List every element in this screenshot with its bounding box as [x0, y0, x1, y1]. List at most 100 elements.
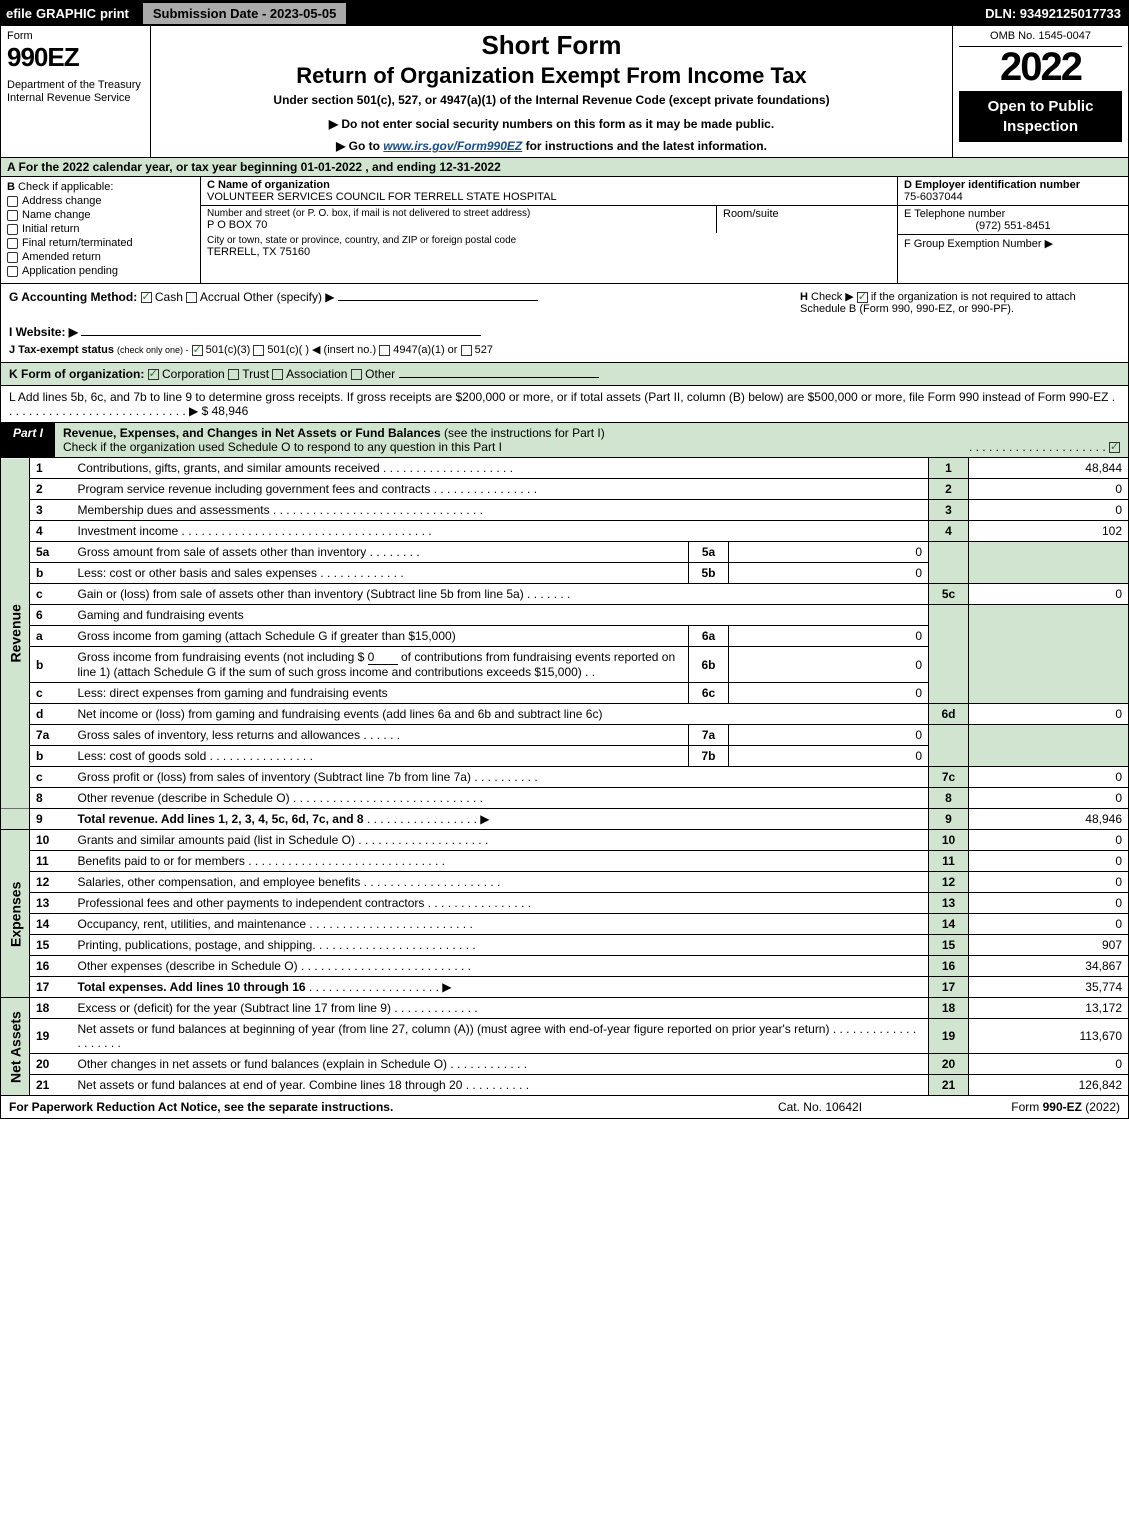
line-desc: Contributions, gifts, grants, and simila…: [72, 458, 929, 479]
inner-num: 5b: [689, 563, 729, 584]
checkbox-h-icon[interactable]: [857, 292, 868, 303]
table-row: 13 Professional fees and other payments …: [1, 893, 1129, 914]
checkbox-assoc-icon[interactable]: [272, 369, 283, 380]
do-not-enter: ▶ Do not enter social security numbers o…: [159, 117, 944, 131]
top-bar: efile GRAPHIC print Submission Date - 20…: [0, 0, 1129, 26]
website-input[interactable]: [81, 335, 481, 336]
line-rval: 48,946: [969, 809, 1129, 830]
efile-label: efile GRAPHIC print: [0, 6, 135, 21]
line-desc: Gross amount from sale of assets other t…: [72, 542, 689, 563]
line-num: 1: [30, 458, 72, 479]
checkbox-icon[interactable]: [7, 210, 18, 221]
efile-text: efile: [6, 6, 32, 21]
table-row: 15 Printing, publications, postage, and …: [1, 935, 1129, 956]
section-d-e-f: D Employer identification number 75-6037…: [898, 177, 1128, 283]
checkbox-schedule-o-icon[interactable]: [1109, 442, 1120, 453]
k-other-input[interactable]: [399, 377, 599, 378]
form-number: 990EZ: [7, 42, 144, 73]
checkbox-icon[interactable]: [7, 238, 18, 249]
inner-val: 0: [729, 626, 929, 647]
line-text: Net assets or fund balances at beginning…: [78, 1022, 830, 1036]
b-label: B Check if applicable:: [7, 181, 194, 193]
lines-g-h-i-j: G Accounting Method: Cash Accrual Other …: [0, 284, 1129, 363]
line-desc: Less: direct expenses from gaming and fu…: [72, 683, 689, 704]
section-b-c-d-e-f: B Check if applicable: Address change Na…: [0, 177, 1129, 284]
table-row: 3 Membership dues and assessments . . . …: [1, 500, 1129, 521]
phone-value: (972) 551-8451: [904, 220, 1122, 232]
line-num: 7a: [30, 725, 72, 746]
inner-num: 6b: [689, 647, 729, 683]
checkbox-cash-icon[interactable]: [141, 292, 152, 303]
line-text: Excess or (deficit) for the year (Subtra…: [78, 1001, 391, 1015]
table-row: 16 Other expenses (describe in Schedule …: [1, 956, 1129, 977]
line-text: Printing, publications, postage, and shi…: [78, 938, 316, 952]
line-num: 2: [30, 479, 72, 500]
g-other-input[interactable]: [338, 300, 538, 301]
address-value: P O BOX 70: [207, 219, 710, 231]
line-num: 14: [30, 914, 72, 935]
open-to-public: Open to Public Inspection: [959, 91, 1122, 142]
city-block: City or town, state or province, country…: [201, 233, 897, 260]
table-row: 4 Investment income . . . . . . . . . . …: [1, 521, 1129, 542]
chk-initial-return: Initial return: [7, 223, 194, 235]
checkbox-accrual-icon[interactable]: [186, 292, 197, 303]
line-desc: Gross income from fundraising events (no…: [72, 647, 689, 683]
table-row: 7a Gross sales of inventory, less return…: [1, 725, 1129, 746]
chk-final-return: Final return/terminated: [7, 237, 194, 249]
shade-cell: [929, 725, 969, 767]
checkbox-501c-icon[interactable]: [253, 345, 264, 356]
line-num: c: [30, 584, 72, 605]
checkbox-icon[interactable]: [7, 252, 18, 263]
k-label: K Form of organization:: [9, 367, 144, 381]
part-1-title: Revenue, Expenses, and Changes in Net As…: [63, 426, 441, 440]
line-desc: Other expenses (describe in Schedule O) …: [72, 956, 929, 977]
part-1-check: Check if the organization used Schedule …: [63, 440, 502, 454]
part-1-paren: (see the instructions for Part I): [444, 426, 605, 440]
checkbox-icon[interactable]: [7, 266, 18, 277]
table-row: d Net income or (loss) from gaming and f…: [1, 704, 1129, 725]
footer-form-bold: 990-EZ: [1043, 1100, 1082, 1114]
line-rnum: 15: [929, 935, 969, 956]
part-1-header: Part I Revenue, Expenses, and Changes in…: [0, 423, 1129, 458]
table-row: Net Assets 18 Excess or (deficit) for th…: [1, 998, 1129, 1019]
checkbox-icon[interactable]: [7, 224, 18, 235]
form-meta-block: OMB No. 1545-0047 2022 Open to Public In…: [953, 26, 1128, 157]
checkbox-501c3-icon[interactable]: [192, 345, 203, 356]
line-num: 5a: [30, 542, 72, 563]
dln-number: DLN: 93492125017733: [985, 6, 1129, 21]
inner-num: 6a: [689, 626, 729, 647]
irs-link[interactable]: www.irs.gov/Form990EZ: [383, 139, 522, 153]
line-num: 13: [30, 893, 72, 914]
city-label: City or town, state or province, country…: [207, 235, 891, 246]
line-desc: Program service revenue including govern…: [72, 479, 929, 500]
under-section: Under section 501(c), 527, or 4947(a)(1)…: [159, 93, 944, 107]
checkbox-4947-icon[interactable]: [379, 345, 390, 356]
checkbox-other-icon[interactable]: [351, 369, 362, 380]
line-num: 21: [30, 1075, 72, 1096]
group-exemption-block: F Group Exemption Number ▶: [898, 235, 1128, 252]
footer-form-ref: Form 990-EZ (2022): [920, 1100, 1120, 1114]
line-num: 3: [30, 500, 72, 521]
checkbox-527-icon[interactable]: [461, 345, 472, 356]
checkbox-icon[interactable]: [7, 196, 18, 207]
g-accrual: Accrual: [200, 290, 240, 304]
line-rnum: 20: [929, 1054, 969, 1075]
table-row: 12 Salaries, other compensation, and emp…: [1, 872, 1129, 893]
line-j: J Tax-exempt status (check only one) - 5…: [9, 343, 1120, 356]
k-corp: Corporation: [162, 367, 225, 381]
line-rval: 907: [969, 935, 1129, 956]
chk-label: Application pending: [22, 265, 118, 277]
checkbox-trust-icon[interactable]: [228, 369, 239, 380]
footer-form-post: (2022): [1082, 1100, 1120, 1114]
tax-year: 2022: [959, 47, 1122, 87]
checkbox-corp-icon[interactable]: [148, 369, 159, 380]
part-1-tab: Part I: [1, 423, 55, 457]
chk-label: Amended return: [22, 251, 101, 263]
goto-pre: ▶ Go to: [336, 139, 383, 153]
print-link[interactable]: print: [100, 6, 129, 21]
line-desc: Total revenue. Add lines 1, 2, 3, 4, 5c,…: [72, 809, 929, 830]
line-desc: Printing, publications, postage, and shi…: [72, 935, 929, 956]
line-text: Program service revenue including govern…: [78, 482, 431, 496]
line-text: Contributions, gifts, grants, and simila…: [78, 461, 380, 475]
form-word: Form: [7, 30, 144, 42]
